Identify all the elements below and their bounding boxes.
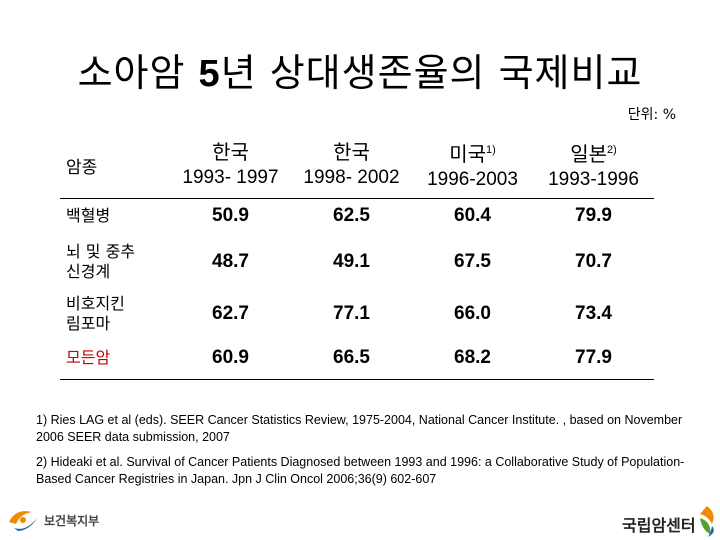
cell-value: 60.4 [454,205,491,226]
ministry-logo: 보건복지부 [6,504,126,536]
ministry-emblem-icon [9,511,37,531]
row-label-brain-cns: 뇌 및 중추 신경계 [66,242,136,281]
header-korea-1993: 한국 1993- 1997 [170,132,291,199]
cell-value: 79.9 [575,205,612,226]
row-label-leukemia: 백혈병 [66,206,111,225]
cell-value: 62.7 [212,303,249,324]
cell-value: 49.1 [333,251,370,272]
ncc-logo-text: 국립암센터 [622,516,696,535]
ncc-logo: 국립암센터 [622,504,718,540]
cell-value: 60.9 [170,337,291,380]
table-row: 비호지킨 림포마 62.7 77.1 66.0 73.4 [60,291,654,337]
cell-value: 77.9 [533,337,654,380]
table-header-row: 암종 한국 1993- 1997 한국 1998- 2002 미국1) 1996-20… [60,132,654,199]
cell-value: 48.7 [212,251,249,272]
row-label-non-hodgkin: 비호지킨 림포마 [66,294,125,333]
header-cancer-type: 암종 [60,132,170,199]
footnote-2: 2) Hideaki et al. Survival of Cancer Pat… [36,455,685,486]
cell-value: 62.5 [333,205,370,226]
survival-table: 암종 한국 1993- 1997 한국 1998- 2002 미국1) 1996-20… [60,132,654,380]
cell-value: 50.9 [212,205,249,226]
page-title: 소아암 5년 상대생존율의 국제비교 [77,51,643,95]
cell-value: 68.2 [412,337,533,380]
ministry-logo-text: 보건복지부 [44,514,100,528]
cell-value: 67.5 [454,251,491,272]
footnotes: 1) Ries LAG et al (eds). SEER Cancer Sta… [36,412,686,496]
ncc-emblem-icon [700,506,714,537]
table-row: 모든암 60.9 66.5 68.2 77.9 [60,337,654,380]
header-korea-1998: 한국 1998- 2002 [291,132,412,199]
table-row: 뇌 및 중추 신경계 48.7 49.1 67.5 70.7 [60,233,654,291]
row-label-all-cancers: 모든암 [60,337,170,380]
cell-value: 70.7 [575,251,612,272]
table-row: 백혈병 50.9 62.5 60.4 79.9 [60,199,654,234]
header-japan: 일본2) 1993-1996 [533,132,654,199]
cell-value: 77.1 [333,303,370,324]
unit-label: 단위: % [627,107,676,123]
footnote-1: 1) Ries LAG et al (eds). SEER Cancer Sta… [36,413,683,444]
cell-value: 66.0 [454,303,491,324]
header-usa: 미국1) 1996-2003 [412,132,533,199]
cell-value: 73.4 [575,303,612,324]
cell-value: 66.5 [291,337,412,380]
